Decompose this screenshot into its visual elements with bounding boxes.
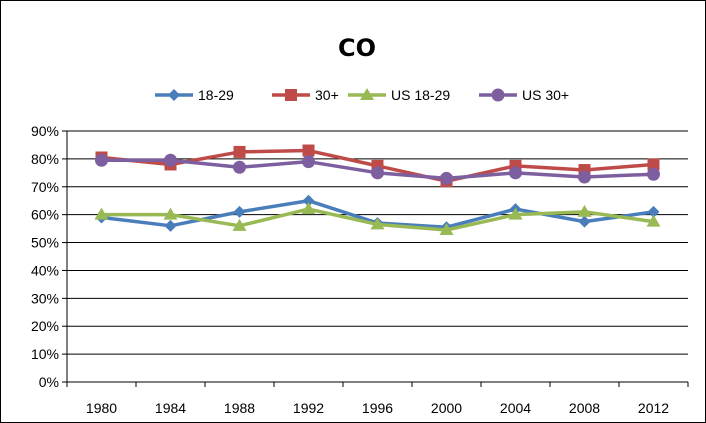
data-point (370, 217, 385, 230)
y-tick-label: 70% (31, 179, 59, 195)
legend-label: 30+ (315, 87, 339, 103)
data-point (163, 207, 178, 220)
y-axis: 0% 10% 20% 30% 40% 50% 60% 70% 80% 90% (31, 123, 68, 390)
data-point (647, 158, 660, 171)
y-tick-label: 50% (31, 235, 59, 251)
data-point (302, 144, 315, 157)
data-point (371, 166, 384, 180)
data-point (232, 218, 247, 231)
legend-label: US 18-29 (391, 87, 450, 103)
legend-marker (491, 88, 505, 102)
data-point (94, 207, 109, 220)
data-point (164, 153, 177, 167)
x-tick-label: 2012 (638, 400, 669, 416)
data-point (233, 160, 246, 174)
x-tick-label: 2000 (431, 400, 462, 416)
x-tick-label: 1988 (224, 400, 255, 416)
y-tick-label: 40% (31, 262, 59, 278)
y-tick-label: 10% (31, 346, 59, 362)
legend-label: 18-29 (198, 87, 234, 103)
y-tick-label: 20% (31, 318, 59, 334)
data-point (301, 202, 316, 215)
legend: 18-29 30+ US 18-29 US 30+ (155, 87, 569, 103)
x-tick-label: 1992 (293, 400, 324, 416)
chart-title: CO (338, 34, 376, 62)
data-point (164, 219, 177, 232)
x-tick-label: 2004 (500, 400, 531, 416)
data-point (233, 205, 246, 218)
data-point (647, 167, 660, 181)
data-point (646, 214, 661, 227)
data-point (577, 204, 592, 217)
x-tick-label: 2008 (569, 400, 600, 416)
data-point (233, 145, 246, 158)
x-tick-label: 1980 (86, 400, 117, 416)
legend-label: US 30+ (522, 87, 569, 103)
data-point (439, 223, 454, 236)
data-point (508, 207, 523, 220)
plot-area (94, 144, 661, 236)
data-point (95, 153, 108, 167)
y-tick-label: 80% (31, 151, 59, 167)
legend-marker (168, 89, 180, 101)
legend-marker (360, 88, 374, 100)
data-point (578, 215, 591, 228)
data-point (647, 205, 660, 218)
x-tick-label: 1984 (155, 400, 186, 416)
data-point (578, 170, 591, 184)
y-tick-label: 60% (31, 207, 59, 223)
data-point (302, 194, 315, 207)
x-axis: 1980 1984 1988 1992 1996 2000 2004 2008 2012 (66, 382, 689, 416)
y-tick-label: 90% (31, 123, 59, 139)
data-point (509, 166, 522, 180)
data-point (440, 171, 453, 185)
y-tick-label: 30% (31, 290, 59, 306)
legend-marker (285, 89, 297, 101)
data-point (302, 155, 315, 169)
y-tick-label: 0% (39, 374, 59, 390)
x-tick-label: 1996 (362, 400, 393, 416)
